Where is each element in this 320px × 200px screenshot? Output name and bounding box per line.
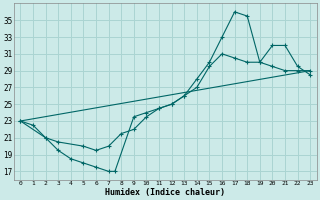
X-axis label: Humidex (Indice chaleur): Humidex (Indice chaleur): [105, 188, 225, 197]
